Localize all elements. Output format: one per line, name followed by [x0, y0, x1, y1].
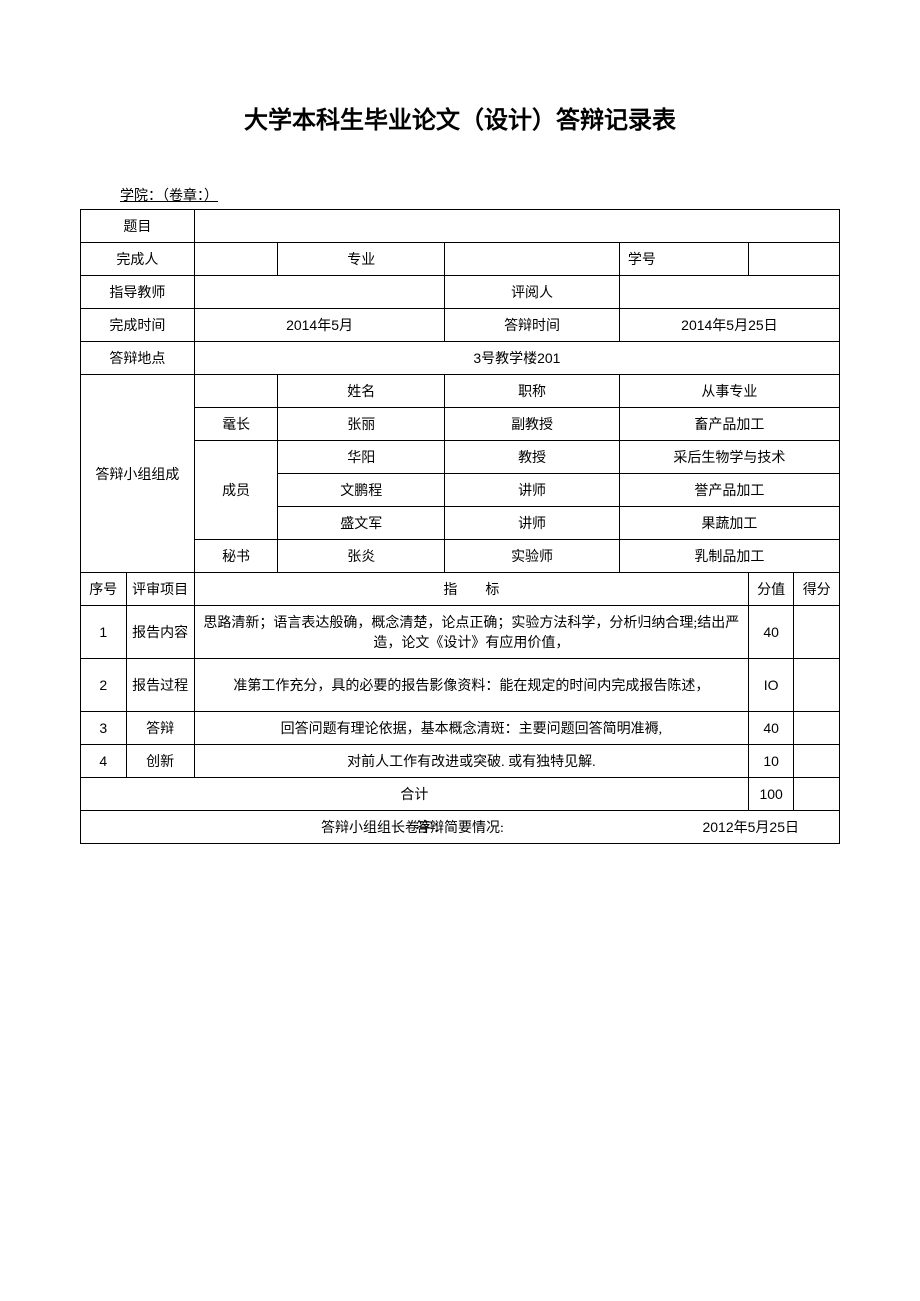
value-defense-place: 3号教学楼201	[194, 342, 839, 375]
member-field: 誉产品加工	[619, 474, 839, 507]
value-topic	[194, 210, 839, 243]
value-major	[445, 243, 620, 276]
review-name: 创新	[126, 745, 194, 778]
member-rank: 讲师	[445, 474, 620, 507]
label-seq: 序号	[81, 573, 127, 606]
review-criteria: 对前人工作有改进或突破. 或有独特见解.	[194, 745, 748, 778]
chair-rank: 副教授	[445, 408, 620, 441]
label-secretary: 秘书	[194, 540, 277, 573]
page: 大学本科生毕业论文（设计）答辩记录表 学院：（卷章：） 题目 完成人 专业 学号	[0, 0, 920, 1301]
label-sign: 答辩小组组长卷字：	[321, 817, 447, 837]
label-defense-place: 答辩地点	[81, 342, 195, 375]
value-reviewer	[619, 276, 839, 309]
label-topic: 题目	[81, 210, 195, 243]
member-rank: 讲师	[445, 507, 620, 540]
defense-form-table: 题目 完成人 专业 学号 指导教师 评阅人 完成时间 2014年5月 答辩时间 …	[80, 209, 840, 844]
value-defense-time: 2014年5月25日	[619, 309, 839, 342]
member-rank: 教授	[445, 441, 620, 474]
sign-date: 2012年5月25日	[702, 817, 799, 837]
label-major: 专业	[278, 243, 445, 276]
label-advisor: 指导教师	[81, 276, 195, 309]
review-max: 40	[748, 712, 794, 745]
review-criteria: 回答问题有理论依据，基本概念清斑：主要问题回答简明准褥,	[194, 712, 748, 745]
secretary-rank: 实验师	[445, 540, 620, 573]
label-finish-time: 完成时间	[81, 309, 195, 342]
value-author	[194, 243, 277, 276]
label-name: 姓名	[278, 375, 445, 408]
label-review-item: 评审项目	[126, 573, 194, 606]
review-got	[794, 659, 840, 712]
label-author: 完成人	[81, 243, 195, 276]
label-student-id: 学号	[619, 243, 748, 276]
member-field: 采后生物学与技术	[619, 441, 839, 474]
page-title: 大学本科生毕业论文（设计）答辩记录表	[80, 100, 840, 135]
label-field: 从事专业	[619, 375, 839, 408]
member-name: 华阳	[278, 441, 445, 474]
label-chair: 鼋长	[194, 408, 277, 441]
label-criteria: 指 标	[194, 573, 748, 606]
chair-field: 畜产品加工	[619, 408, 839, 441]
review-name: 报告内容	[126, 606, 194, 659]
review-got	[794, 745, 840, 778]
notes-cell: 答辩简要情况: 答辩小组组长卷字： 2012年5月25日	[81, 811, 840, 844]
label-reviewer: 评阅人	[445, 276, 620, 309]
review-max: 40	[748, 606, 794, 659]
preline-institute: 学院：（卷章：）	[120, 185, 840, 205]
total-got	[794, 778, 840, 811]
member-name: 盛文军	[278, 507, 445, 540]
review-name: 报告过程	[126, 659, 194, 712]
review-name: 答辩	[126, 712, 194, 745]
member-field: 果蔬加工	[619, 507, 839, 540]
review-seq: 3	[81, 712, 127, 745]
label-committee: 答辩小组组成	[81, 375, 195, 573]
review-seq: 2	[81, 659, 127, 712]
value-advisor	[194, 276, 444, 309]
label-member: 成员	[194, 441, 277, 540]
review-seq: 1	[81, 606, 127, 659]
secretary-field: 乳制品加工	[619, 540, 839, 573]
secretary-name: 张炎	[278, 540, 445, 573]
value-student-id	[748, 243, 839, 276]
review-seq: 4	[81, 745, 127, 778]
committee-blank	[194, 375, 277, 408]
value-finish-time: 2014年5月	[194, 309, 444, 342]
label-score-got: 得分	[794, 573, 840, 606]
label-score-max: 分值	[748, 573, 794, 606]
review-max: 10	[748, 745, 794, 778]
review-criteria: 准第工作充分，具的必要的报告影像资料：能在规定的时间内完成报告陈述，	[194, 659, 748, 712]
review-max: IO	[748, 659, 794, 712]
review-got	[794, 712, 840, 745]
total-max: 100	[748, 778, 794, 811]
label-defense-time: 答辩时间	[445, 309, 620, 342]
label-rank: 职称	[445, 375, 620, 408]
label-total: 合计	[81, 778, 749, 811]
member-name: 文鹏程	[278, 474, 445, 507]
sign-line: 答辩小组组长卷字： 2012年5月25日	[81, 817, 839, 837]
review-criteria: 思路清新；语言表达般确，概念清楚，论点正确；实验方法科学，分析归纳合理;结出严造…	[194, 606, 748, 659]
chair-name: 张丽	[278, 408, 445, 441]
review-got	[794, 606, 840, 659]
